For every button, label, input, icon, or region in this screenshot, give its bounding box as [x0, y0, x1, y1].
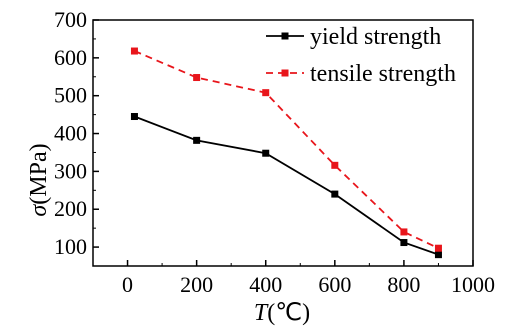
data-point — [130, 47, 138, 55]
y-tick-label: 400 — [54, 121, 87, 146]
data-point — [262, 89, 270, 97]
data-point — [400, 228, 408, 236]
y-tick-label: 300 — [54, 158, 87, 183]
y-tick-label: 200 — [54, 196, 87, 221]
data-point — [400, 239, 408, 247]
x-axis-unit: (℃) — [267, 300, 310, 326]
x-tick-label: 800 — [387, 272, 420, 297]
legend-label: tensile strength — [310, 61, 456, 87]
legend-label: yield strength — [310, 24, 441, 50]
legend-entry-1: yield strength — [266, 24, 441, 50]
data-point — [434, 251, 442, 259]
legend-marker — [281, 32, 289, 40]
x-tick-label: 200 — [180, 272, 213, 297]
plot-frame — [92, 19, 474, 267]
x-axis-title: T(℃) — [254, 300, 310, 326]
x-tick-label: 400 — [249, 272, 282, 297]
y-tick-label: 700 — [54, 7, 87, 32]
data-point — [331, 190, 339, 198]
data-point — [130, 113, 138, 121]
y-tick-label: 600 — [54, 45, 87, 70]
x-axis: 0 200 400 600 800 1000 — [122, 260, 495, 297]
data-point — [193, 74, 201, 82]
x-axis-symbol: T — [254, 300, 269, 326]
series-line — [134, 115, 439, 256]
series-line — [134, 50, 439, 250]
data-point — [193, 136, 201, 144]
x-tick-label: 1000 — [451, 272, 495, 297]
y-axis: 100 200 300 400 500 600 700 — [54, 7, 99, 259]
data-point — [331, 161, 339, 169]
x-tick-label: 600 — [318, 272, 351, 297]
x-tick-label: 0 — [122, 272, 133, 297]
legend-marker — [281, 69, 289, 77]
series-layer — [130, 47, 442, 259]
series-1 — [130, 113, 442, 259]
data-point — [434, 244, 442, 252]
y-axis-symbol: σ — [26, 204, 52, 217]
data-point — [262, 149, 270, 157]
series-2 — [130, 47, 442, 252]
y-tick-label: 500 — [54, 83, 87, 108]
y-tick-label: 100 — [54, 234, 87, 259]
legend: yield strength tensile strength — [266, 24, 456, 87]
legend-entry-2: tensile strength — [266, 61, 456, 87]
plot-area — [92, 19, 474, 267]
y-axis-title: σ(MPa) — [26, 143, 52, 216]
y-axis-unit: (MPa) — [26, 143, 52, 204]
